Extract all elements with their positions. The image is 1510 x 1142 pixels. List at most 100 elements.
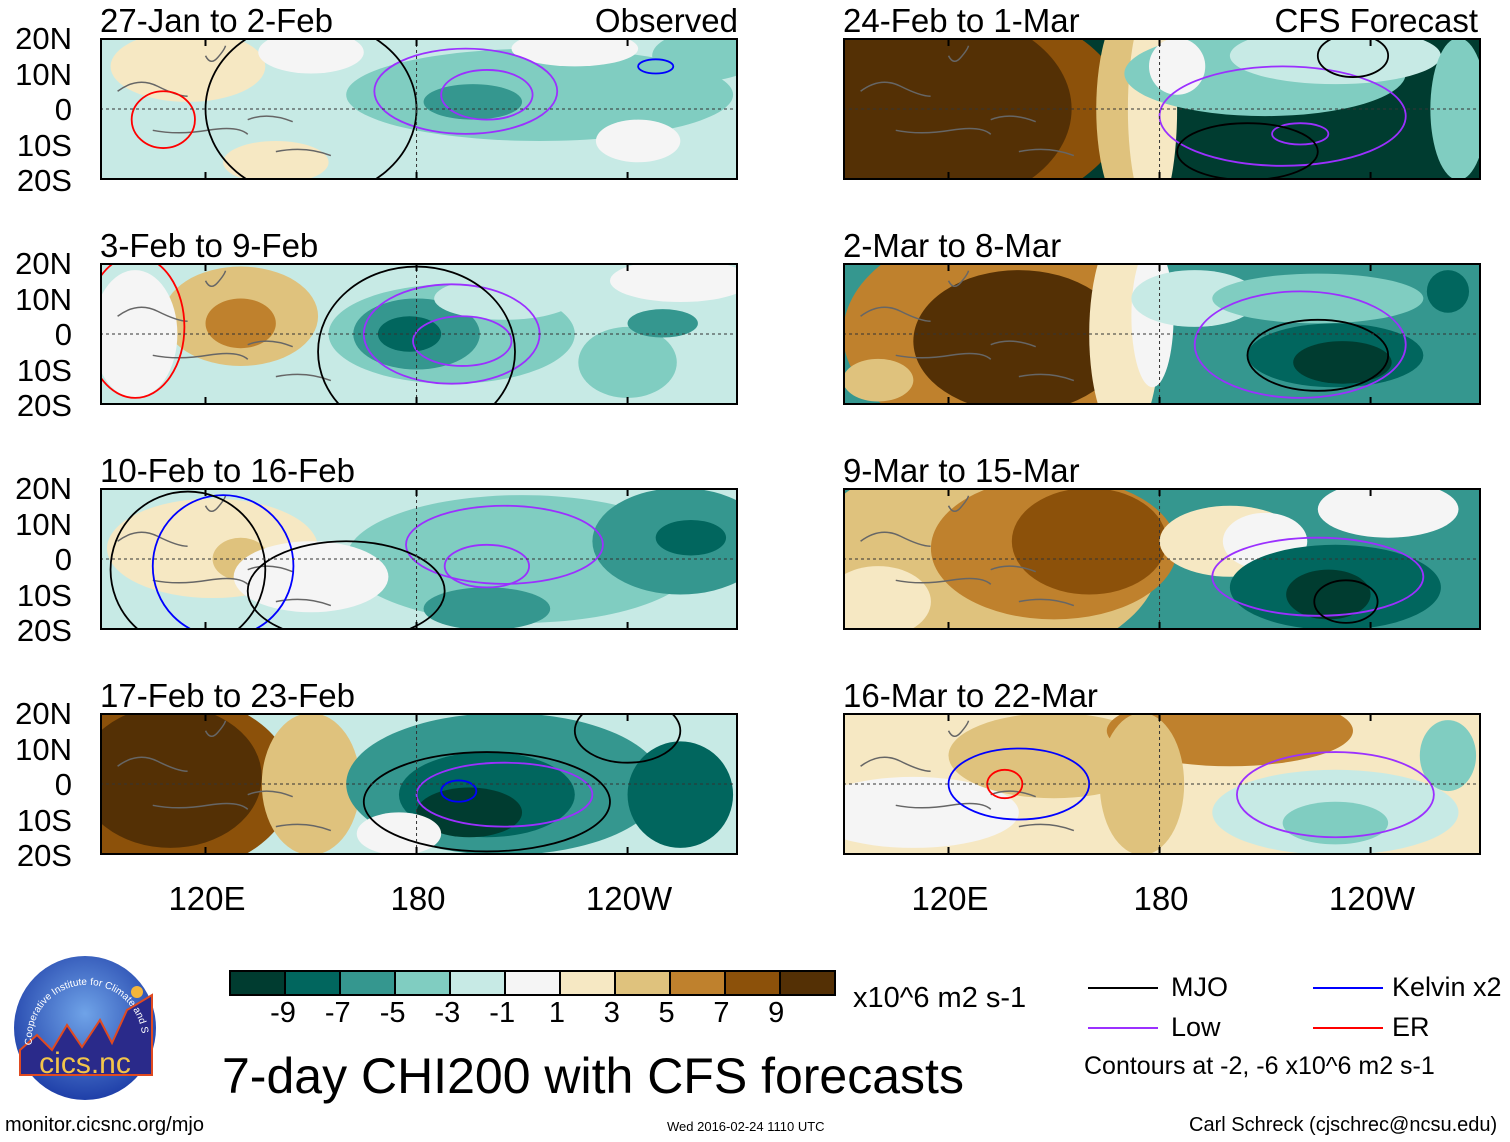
anomaly-region [434,277,575,320]
map-panel [100,713,738,855]
map-panel [100,263,738,405]
low-contour [405,504,604,585]
anomaly-region [1419,720,1477,792]
colorbar-tick-label: 1 [548,997,566,1029]
anomaly-region [652,40,736,81]
y-tick-label: 10N [15,56,72,92]
colorbar-tick-label: 5 [658,997,675,1029]
cfs-forecast-label: CFS Forecast [1274,2,1478,39]
map-panel [100,488,738,630]
anomaly-map [102,490,736,628]
anomaly-region [627,309,698,338]
footer-url[interactable]: monitor.cicsnc.org/mjo [5,1114,204,1136]
legend-label-low: Low [1171,1012,1221,1042]
y-tick-label: 20N [15,246,72,281]
anomaly-map [845,490,1479,628]
legend-label-kelvin: Kelvin x2 [1392,972,1502,1002]
legend-label-er: ER [1392,1012,1430,1042]
anomaly-region [1011,490,1167,595]
y-tick-label: 0 [54,317,72,352]
legend-line-er [1313,1027,1383,1029]
anomaly-region [627,741,734,848]
y-tick-label: 20N [15,21,72,56]
map-panel [843,38,1481,180]
colorbar-tick-label: -1 [489,997,516,1029]
anomaly-region [416,787,523,838]
anomaly-region [655,519,727,556]
x-tick-label: 120W [585,880,673,917]
coastline [117,495,332,607]
colorbar-tick-label: 7 [713,997,730,1029]
x-tick-label: 120W [1328,880,1416,917]
legend-line-kelvin [1313,987,1383,989]
anomaly-region [1131,270,1259,327]
anomaly-region [102,715,262,848]
mjo-contour [362,751,611,853]
anomaly-region [609,265,736,303]
anomaly-shading [845,265,1470,403]
anomaly-region [578,326,677,398]
low-contour [412,315,513,367]
anomaly-shading [845,490,1459,628]
anomaly-region [423,587,551,628]
anomaly-shading [110,40,736,178]
x-tick-label: 120E [168,880,246,917]
anomaly-map [845,40,1479,178]
anomaly-map [102,715,736,853]
footer-timestamp: Wed 2016-02-24 1110 UTC [667,1119,825,1134]
colorbar-tick-label: -9 [270,997,296,1029]
mjo-contour [1313,579,1379,624]
coastline [117,270,332,382]
contour-note: Contours at -2, -6 x10^6 m2 s-1 [1084,1052,1435,1080]
footer-author: Carl Schreck (cjschrec@ncsu.edu) [1189,1114,1498,1136]
low-contour [1271,122,1330,146]
legend-line-low [1088,1027,1158,1029]
y-tick-label: 10S [16,352,72,388]
anomaly-region [223,140,329,178]
mjo-contour [109,490,267,628]
low-contour [1193,290,1407,399]
anomaly-region [1212,273,1424,324]
colorbar-swatch [616,972,671,994]
panel-title: 17-Feb to 23-Feb [100,677,355,714]
anomaly-shading [845,715,1477,853]
colorbar-swatch [451,972,506,994]
y-tick-label: 10N [15,731,72,767]
anomaly-region [913,270,1125,403]
anomaly-region [233,541,389,613]
colorbar-tick-label: -5 [379,997,406,1029]
anomaly-region [102,270,178,398]
anomaly-region [1099,715,1185,853]
colorbar [229,970,836,996]
low-contour [1236,751,1435,839]
anomaly-region [845,358,914,402]
cics-logo: Cooperative Institute for Climate and Sa… [9,947,158,1101]
anomaly-map [102,40,736,178]
svg-text:cics.nc: cics.nc [39,1047,131,1080]
y-tick-label: 10S [16,577,72,613]
colorbar-tick-label: 3 [603,997,620,1029]
anomaly-map [845,265,1479,403]
low-contour [443,543,530,589]
coastline [860,495,1075,607]
y-tick-label: 20S [16,613,72,648]
colorbar-swatch [726,972,781,994]
anomaly-region [346,48,734,141]
coastline [860,720,1075,832]
colorbar-tick-label: -3 [434,997,461,1029]
low-contour [1211,536,1425,617]
anomaly-region [1317,490,1459,538]
colorbar-tick-label: -7 [324,997,351,1029]
panel-title: 2-Mar to 8-Mar [843,227,1062,264]
y-tick-label: 20N [15,696,72,731]
y-tick-label: 10S [16,127,72,163]
anomaly-region [1148,40,1206,95]
anomaly-region [1426,270,1470,313]
colorbar-swatch [671,972,726,994]
y-tick-label: 0 [54,767,72,802]
colorbar-swatch [341,972,396,994]
colorbar-swatch [231,972,286,994]
panel-title: 24-Feb to 1-Mar [843,2,1080,39]
y-tick-label: 20S [16,388,72,423]
observed-label: Observed [594,2,738,39]
